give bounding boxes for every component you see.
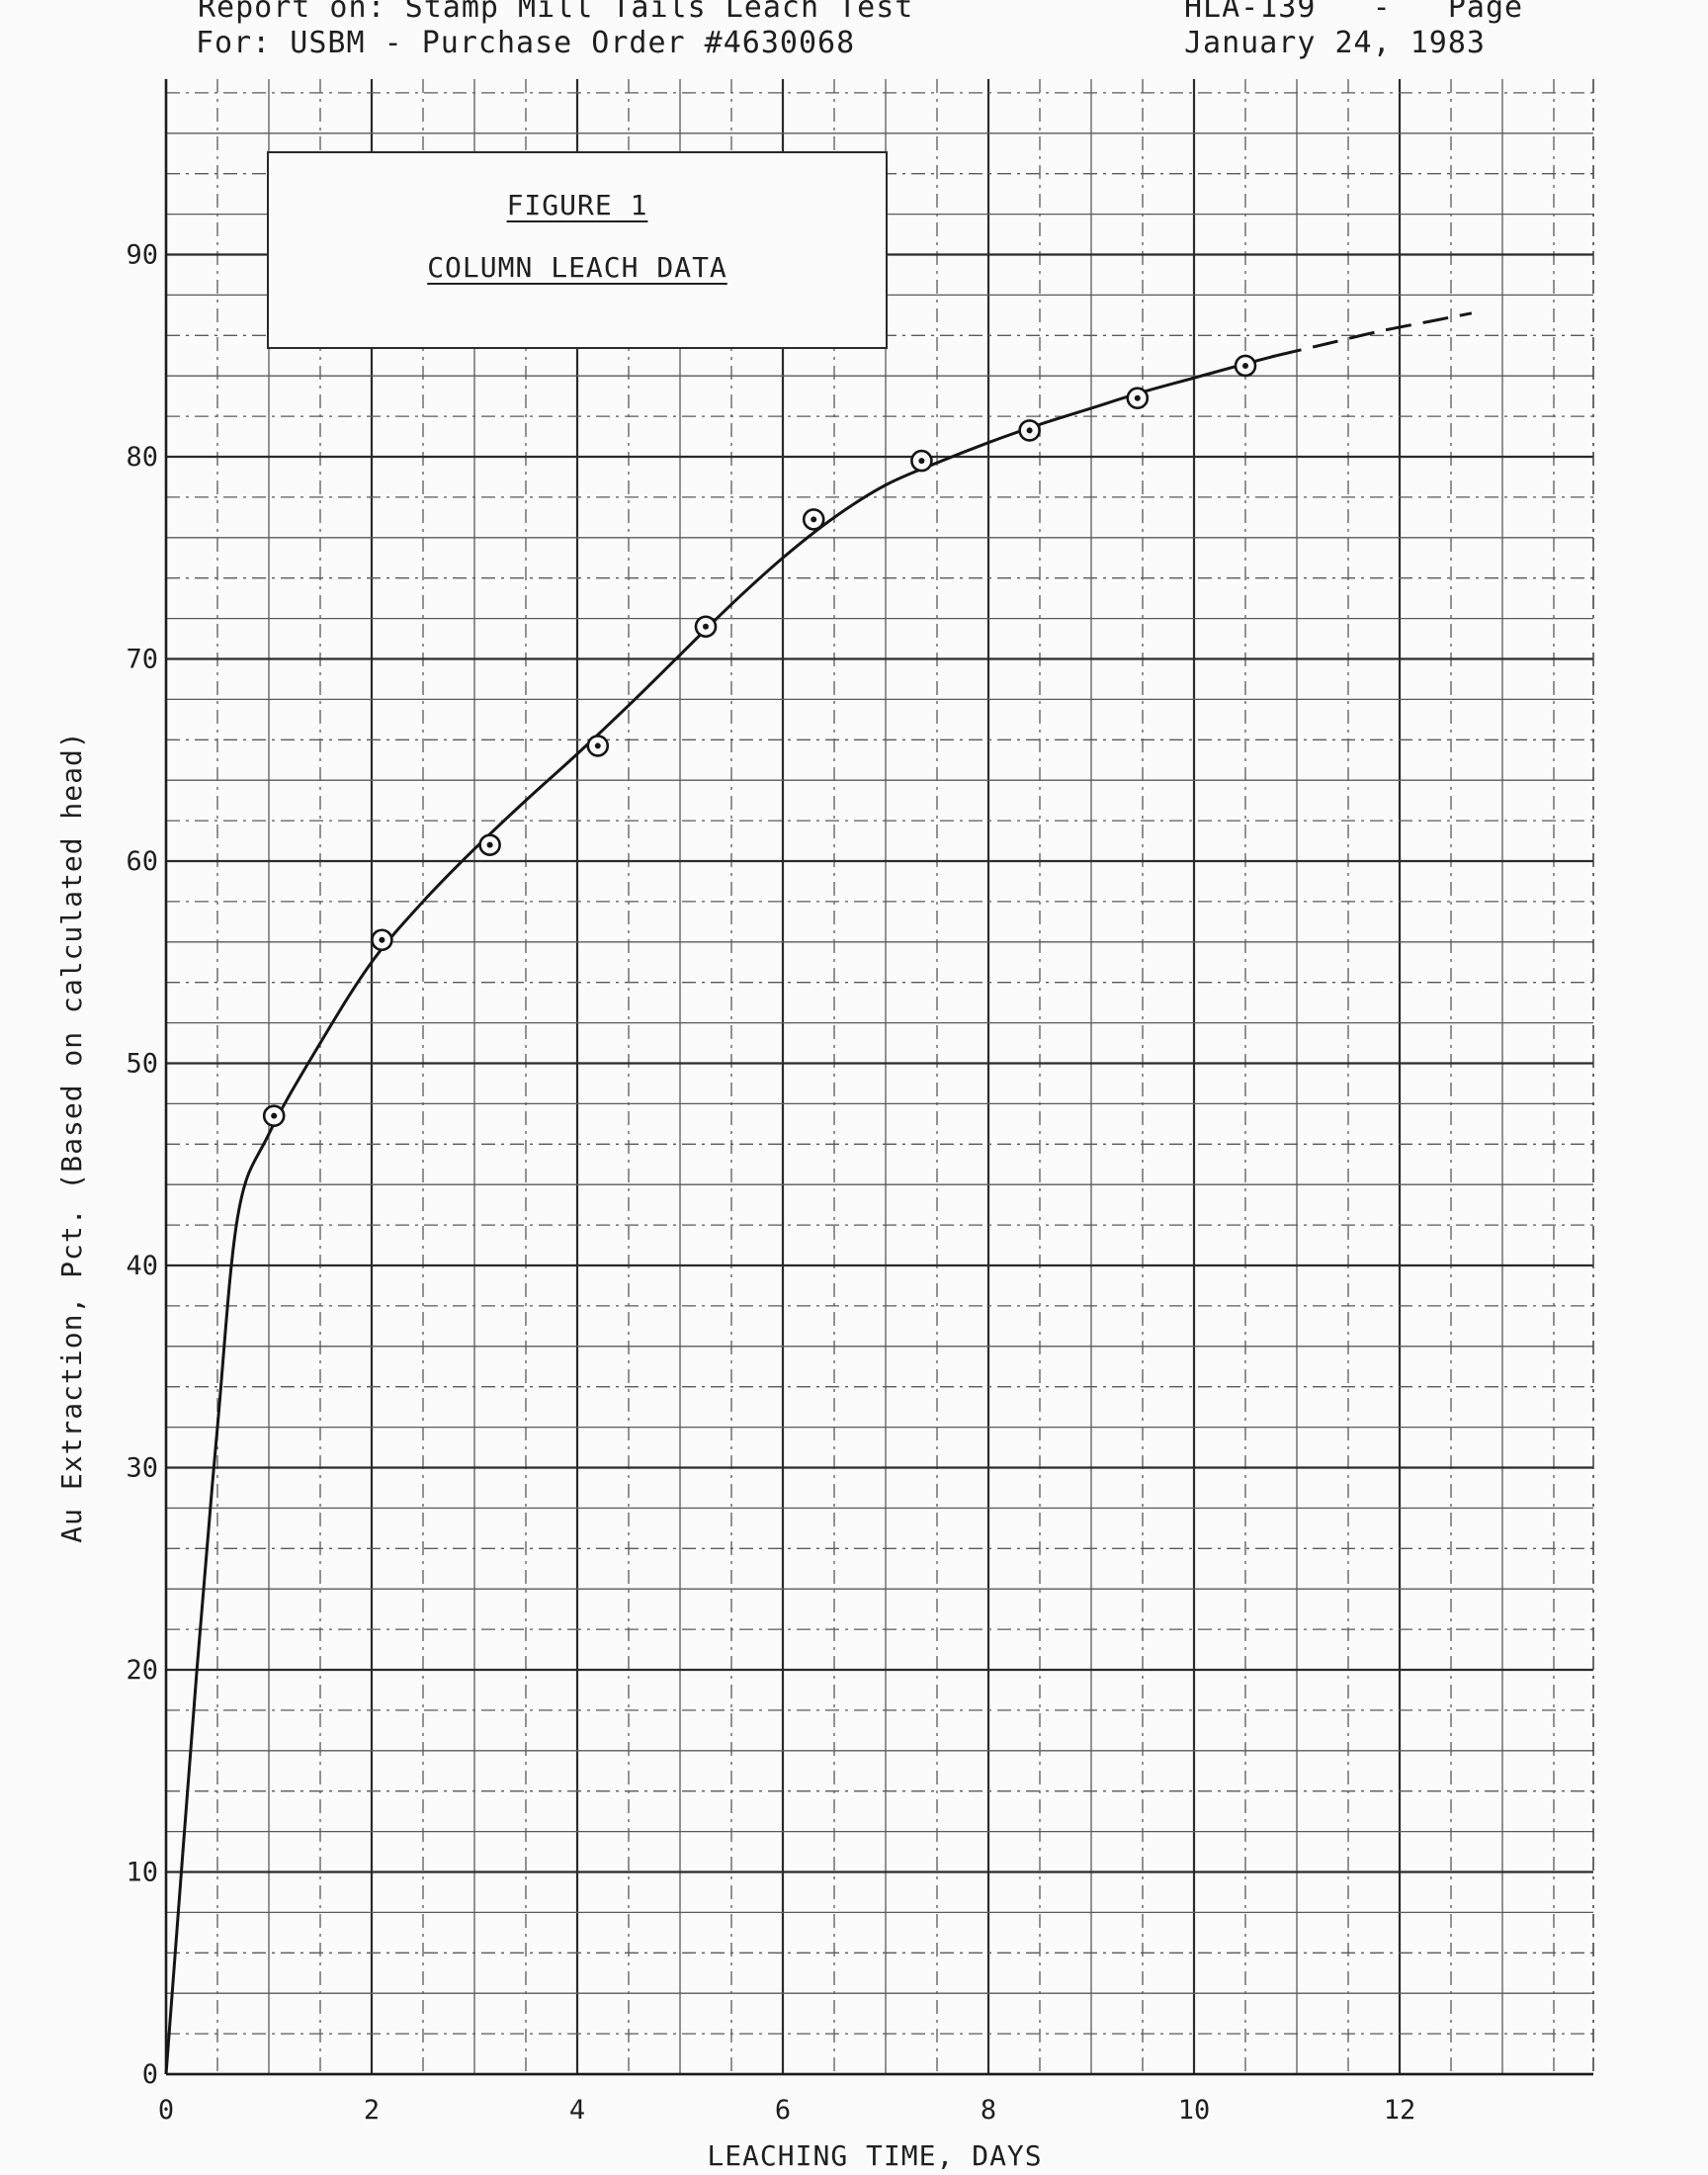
data-point — [802, 508, 825, 531]
y-tick-label: 80 — [126, 442, 158, 473]
report-title-line: Report on: Stamp Mill Tails Leach Test — [198, 0, 914, 25]
chart-title: COLUMN LEACH DATA — [427, 251, 727, 284]
data-point — [262, 1104, 286, 1127]
x-tick-label: 12 — [1384, 2095, 1416, 2126]
data-point-dot — [271, 1112, 278, 1119]
data-points — [262, 354, 1257, 1127]
data-point-dot — [594, 742, 601, 749]
data-point — [1126, 387, 1150, 409]
data-point-dot — [1242, 362, 1248, 369]
data-point — [1234, 354, 1257, 378]
data-point-dot — [486, 841, 493, 848]
x-tick-label: 10 — [1178, 2095, 1211, 2126]
data-point — [586, 735, 610, 757]
data-point — [478, 833, 501, 856]
data-point-dot — [918, 458, 925, 465]
chart-grid — [164, 79, 1593, 2076]
y-tick-label: 90 — [126, 240, 158, 271]
data-point-dot — [703, 623, 709, 630]
y-tick-label: 30 — [126, 1453, 158, 1484]
x-tick-label: 0 — [158, 2095, 174, 2126]
y-tick-label: 40 — [126, 1251, 158, 1281]
x-tick-label: 4 — [569, 2095, 585, 2126]
data-point — [694, 615, 718, 639]
purchase-order-line: For: USBM - Purchase Order #4630068 — [196, 26, 856, 60]
data-point-dot — [811, 516, 817, 523]
tick-labels: 0 2 4 6 8 10 12 0 10 20 30 40 50 60 70 80 90 — [126, 240, 1415, 2127]
x-axis-label: LEACHING TIME, DAYS — [707, 2139, 1042, 2172]
data-point-dot — [1134, 394, 1141, 401]
data-point — [910, 449, 933, 473]
y-axis-label: Au Extraction, Pct. (Based on calculated… — [55, 731, 88, 1542]
data-point — [371, 928, 393, 952]
y-tick-label: 20 — [126, 1655, 158, 1686]
report-date: January 24, 1983 — [1184, 26, 1486, 60]
data-point-dot — [379, 936, 385, 943]
extrapolation-curve — [1275, 311, 1473, 358]
x-tick-label: 2 — [364, 2095, 380, 2126]
y-tick-label: 60 — [126, 846, 158, 877]
fit-curve — [164, 354, 1277, 2075]
y-tick-label: 50 — [126, 1049, 158, 1080]
y-tick-label: 10 — [126, 1858, 158, 1888]
y-tick-label: 0 — [142, 2059, 158, 2090]
data-point — [1018, 419, 1041, 442]
data-point-dot — [1026, 427, 1033, 434]
figure-number: FIGURE 1 — [506, 189, 648, 221]
y-tick-label: 70 — [126, 645, 158, 675]
fit-curve-layer — [164, 311, 1473, 2075]
x-tick-label: 6 — [775, 2095, 791, 2126]
document-reference: HLA-139 - Page — [1184, 0, 1524, 25]
x-tick-label: 8 — [981, 2095, 996, 2126]
chart-frame — [164, 79, 1594, 2076]
figure-title-box: FIGURE 1 COLUMN LEACH DATA — [267, 151, 888, 349]
